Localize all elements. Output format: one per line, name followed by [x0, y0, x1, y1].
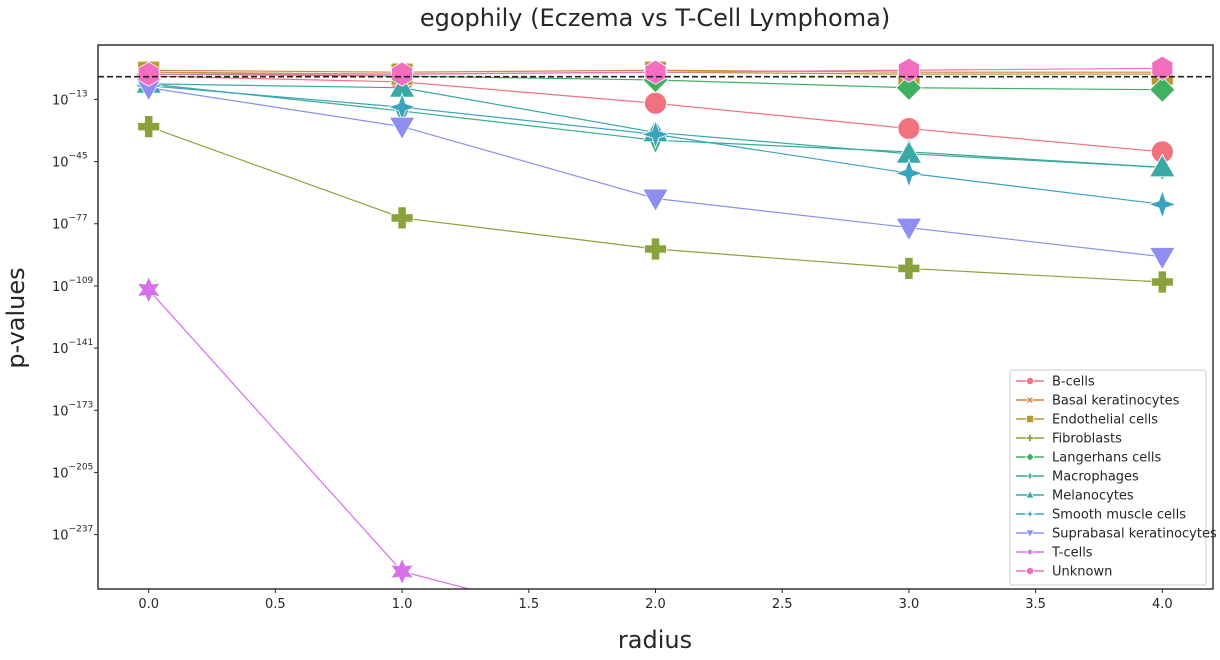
legend-marker — [1025, 490, 1035, 499]
data-point — [1151, 55, 1174, 81]
data-point — [391, 61, 413, 87]
data-point — [897, 117, 921, 140]
y-axis-label: p-values — [2, 267, 30, 368]
legend-marker — [1026, 415, 1034, 423]
data-point — [1148, 153, 1176, 178]
legend-label: T-cells — [1051, 546, 1093, 561]
data-point — [137, 61, 160, 87]
legend-marker — [1026, 566, 1034, 576]
data-point — [644, 237, 667, 261]
data-point — [644, 91, 667, 115]
legend-label: Fibroblasts — [1052, 432, 1122, 447]
series-line — [148, 289, 472, 589]
data-point — [642, 188, 669, 212]
legend-label: Smooth muscle cells — [1052, 508, 1186, 523]
legend-item: Fibroblasts — [1016, 432, 1122, 447]
legend-item: Langerhans cells — [1016, 451, 1162, 466]
y-tick-label: 10−45 — [52, 152, 88, 171]
x-tick-label: 1.5 — [518, 597, 539, 612]
data-point — [1150, 270, 1174, 294]
data-point — [1148, 247, 1176, 271]
x-tick-label: 3.5 — [1025, 597, 1046, 612]
x-tick-label: 2.0 — [645, 597, 666, 612]
data-point — [136, 275, 161, 304]
legend-marker — [1025, 452, 1035, 462]
x-tick-label: 3.0 — [899, 597, 920, 612]
data-point — [897, 257, 921, 280]
series-suprabasal-keratinocytes — [135, 77, 1176, 271]
data-point — [390, 206, 414, 230]
data-point — [897, 624, 920, 650]
legend-item: Melanocytes — [1016, 489, 1134, 504]
legend-marker — [1025, 546, 1035, 558]
y-tick-label: 10−109 — [52, 276, 94, 295]
y-tick-label: 10−237 — [52, 525, 93, 544]
data-point — [1151, 624, 1174, 650]
data-point — [644, 59, 667, 85]
legend-item: Smooth muscle cells — [1016, 508, 1186, 523]
legend-label: Macrophages — [1052, 470, 1139, 485]
legend-marker — [1025, 529, 1035, 538]
y-tick-label: 10−173 — [52, 400, 93, 419]
data-point — [893, 158, 924, 189]
legend-item: T-cells — [1016, 546, 1093, 561]
x-tick-label: 2.5 — [772, 597, 793, 612]
legend-marker — [1026, 376, 1035, 385]
legend-item: Endothelial cells — [1016, 413, 1158, 428]
x-tick-label: 1.0 — [392, 597, 413, 612]
legend-item: Macrophages — [1016, 470, 1139, 485]
y-ticks: 10−13 10−45 10−77 10−109 10−141 10−173 10−205 1… — [52, 89, 98, 544]
data-point — [387, 92, 418, 123]
chart-title: egophily (Eczema vs T-Cell Lymphoma) — [420, 4, 890, 32]
x-tick-label: 0.5 — [265, 597, 286, 612]
x-tick-label: 4.0 — [1152, 597, 1173, 612]
y-tick-label: 10−141 — [52, 338, 93, 357]
legend-marker — [1026, 434, 1034, 442]
data-point — [640, 119, 671, 150]
legend-item: Basal keratinocytes — [1016, 394, 1180, 409]
y-tick-label: 10−13 — [52, 89, 88, 108]
legend-label: Langerhans cells — [1052, 451, 1162, 466]
series-fibroblasts — [137, 115, 1174, 294]
legend-box — [1009, 369, 1207, 586]
legend-marker — [1026, 396, 1034, 404]
legend-marker — [1024, 508, 1036, 520]
legend-label: B-cells — [1052, 375, 1095, 390]
data-point — [895, 74, 923, 101]
legend-item: B-cells — [1016, 375, 1095, 390]
data-point — [388, 116, 416, 141]
legend-label: Melanocytes — [1052, 489, 1134, 504]
legend-item: Suprabasal keratinocytes — [1016, 527, 1217, 542]
data-point — [1147, 189, 1178, 220]
x-axis-label: radius — [618, 626, 692, 654]
x-ticks: 0.0 0.5 1.0 1.5 2.0 2.5 3.0 3.5 4.0 — [138, 589, 1173, 612]
legend: B-cells Basal keratinocytes Endothelial ce… — [1009, 369, 1217, 586]
data-point — [389, 557, 415, 586]
legend-item: Unknown — [1016, 565, 1112, 580]
data-point — [1149, 76, 1176, 103]
legend-label: Unknown — [1052, 565, 1112, 580]
series-t-cells — [136, 275, 1174, 650]
plot-frame — [97, 44, 1214, 590]
legend-label: Suprabasal keratinocytes — [1052, 527, 1217, 542]
series-unknown — [137, 55, 1174, 87]
data-point — [137, 115, 161, 138]
legend-label: Basal keratinocytes — [1052, 394, 1180, 409]
y-tick-label: 10−205 — [52, 462, 93, 481]
legend-label: Endothelial cells — [1052, 413, 1158, 428]
legend-marker — [1027, 470, 1033, 482]
y-tick-label: 10−77 — [52, 214, 88, 233]
x-tick-label: 0.0 — [138, 597, 159, 612]
data-point — [895, 217, 923, 242]
